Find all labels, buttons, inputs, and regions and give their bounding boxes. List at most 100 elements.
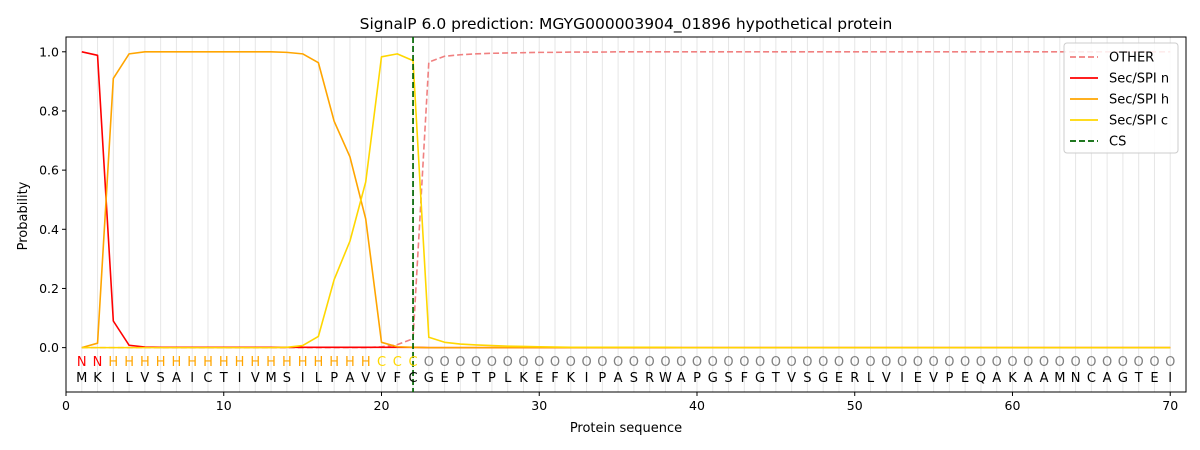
predicted-label: O	[597, 355, 607, 370]
y-tick-label: 0.6	[39, 163, 59, 178]
predicted-label: O	[645, 355, 655, 370]
residue-letter: I	[1168, 371, 1172, 386]
legend-label: CS	[1109, 135, 1126, 150]
residue-letter: M	[76, 371, 87, 386]
legend-label: Sec/SPI n	[1109, 72, 1169, 87]
residue-letter: A	[1024, 371, 1033, 386]
predicted-label: H	[314, 355, 324, 370]
residue-letter: G	[818, 371, 828, 386]
axes	[65, 36, 1187, 393]
predicted-label: O	[676, 355, 686, 370]
predicted-label: O	[1007, 355, 1017, 370]
residue-letter: C	[203, 371, 212, 386]
x-tick-label: 70	[1162, 398, 1178, 413]
predicted-label: O	[976, 355, 986, 370]
predicted-label: N	[77, 355, 87, 370]
predicted-label: O	[692, 355, 702, 370]
predicted-label: O	[487, 355, 497, 370]
predicted-label: O	[1039, 355, 1049, 370]
residue-letter: E	[835, 371, 843, 386]
residue-letter: F	[394, 371, 401, 386]
residue-letter: S	[724, 371, 732, 386]
predicted-label: H	[345, 355, 355, 370]
legend-label: OTHER	[1109, 51, 1154, 66]
residue-letter: P	[693, 371, 701, 386]
predicted-label: H	[235, 355, 245, 370]
predicted-label: O	[850, 355, 860, 370]
series-line-sec-spi-n	[81, 51, 1171, 349]
x-tick-label: 10	[216, 398, 232, 413]
plot-series	[81, 37, 1171, 392]
predicted-label: O	[455, 355, 465, 370]
series-line-sec-spi-c	[81, 53, 1171, 349]
residue-letter: G	[708, 371, 718, 386]
y-axis-title: Probability	[16, 181, 31, 250]
predicted-label: O	[739, 355, 749, 370]
predicted-label: O	[1070, 355, 1080, 370]
y-tick-label: 1.0	[39, 44, 59, 59]
residue-letter: M	[1054, 371, 1065, 386]
residue-letter: S	[803, 371, 811, 386]
predicted-label: O	[913, 355, 923, 370]
residue-letter: E	[535, 371, 543, 386]
residue-letter: I	[585, 371, 589, 386]
predicted-label: O	[1102, 355, 1112, 370]
residue-letter: T	[219, 371, 228, 386]
predicted-label: O	[928, 355, 938, 370]
predicted-label: O	[881, 355, 891, 370]
predicted-label: H	[124, 355, 134, 370]
predicted-label: O	[755, 355, 765, 370]
residue-letter: E	[914, 371, 922, 386]
residue-letter: K	[519, 371, 528, 386]
residue-letter: G	[1118, 371, 1128, 386]
x-tick-label: 0	[62, 398, 70, 413]
predicted-label: O	[818, 355, 828, 370]
residue-letter: V	[787, 371, 796, 386]
x-tick-label: 40	[689, 398, 705, 413]
residue-letter: M	[265, 371, 276, 386]
predicted-label: O	[834, 355, 844, 370]
plot-frame	[65, 36, 1187, 393]
residue-letter: I	[190, 371, 194, 386]
predicted-label: O	[897, 355, 907, 370]
residue-letter: I	[900, 371, 904, 386]
residue-letter: S	[157, 371, 165, 386]
predicted-label: C	[377, 355, 386, 370]
residue-letter: L	[125, 371, 133, 386]
predicted-label: H	[187, 355, 197, 370]
legend-label: Sec/SPI h	[1109, 93, 1169, 108]
predicted-label: O	[944, 355, 954, 370]
residue-letter: R	[645, 371, 654, 386]
residue-letter: F	[741, 371, 748, 386]
predicted-label: H	[298, 355, 308, 370]
residue-letter: E	[1150, 371, 1158, 386]
predicted-label: O	[992, 355, 1002, 370]
x-tick-label: 20	[374, 398, 390, 413]
predicted-label: O	[708, 355, 718, 370]
predicted-label: O	[439, 355, 449, 370]
predicted-label: O	[802, 355, 812, 370]
predicted-label: O	[424, 355, 434, 370]
residue-letter: A	[992, 371, 1001, 386]
predicted-label: H	[266, 355, 276, 370]
predicted-label: O	[471, 355, 481, 370]
residue-letter: A	[172, 371, 181, 386]
predicted-label: O	[550, 355, 560, 370]
residue-letter: K	[567, 371, 576, 386]
predicted-label: C	[409, 355, 418, 370]
legend-label: Sec/SPI c	[1109, 114, 1168, 129]
residue-letter: K	[93, 371, 102, 386]
residue-letter: V	[882, 371, 891, 386]
predicted-label: O	[660, 355, 670, 370]
residue-letter: L	[867, 371, 875, 386]
residue-letter: T	[771, 371, 780, 386]
predicted-label: H	[282, 355, 292, 370]
y-tick-label: 0.4	[39, 222, 59, 237]
predicted-label: H	[140, 355, 150, 370]
grid-lines	[81, 37, 1171, 392]
residue-letter: P	[598, 371, 606, 386]
predicted-label: H	[219, 355, 229, 370]
residue-letter: R	[850, 371, 859, 386]
predicted-label: O	[1149, 355, 1159, 370]
